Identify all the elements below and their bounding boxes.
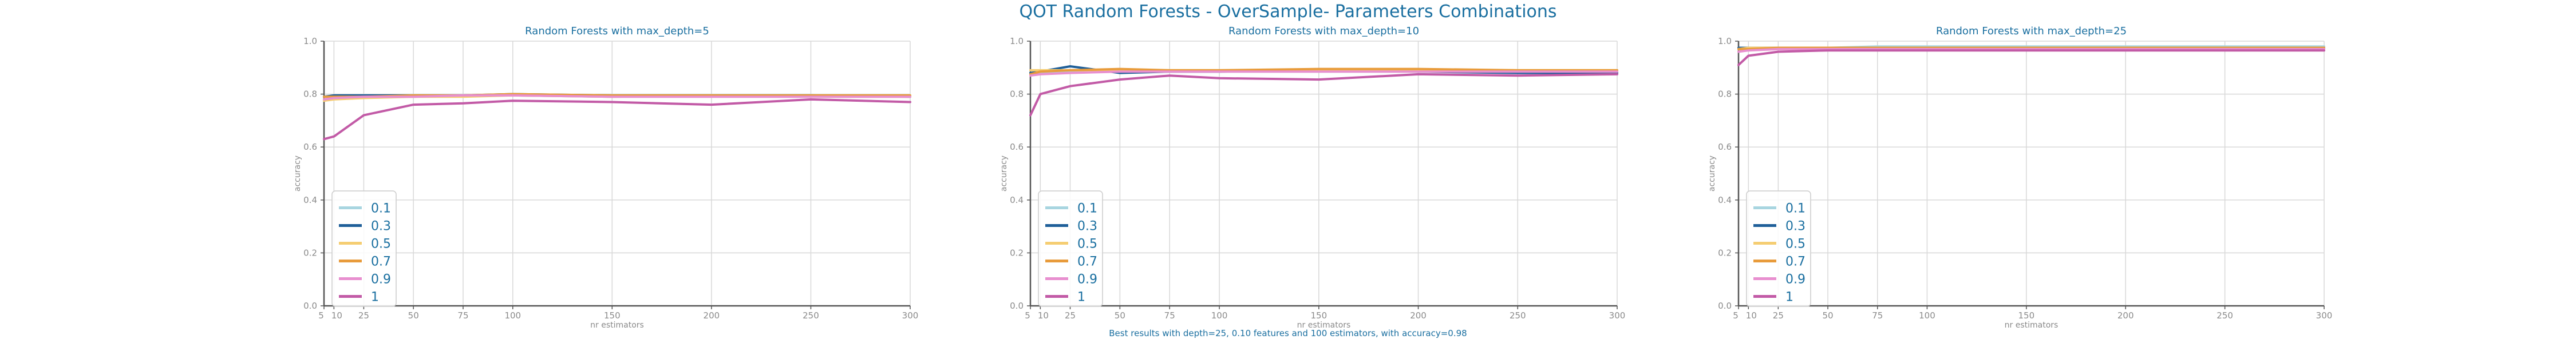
legend-label: 1: [371, 290, 379, 305]
series-line-1: [1029, 73, 1618, 117]
legend-label: 1: [1077, 290, 1085, 305]
x-tick-label: 10: [331, 310, 342, 321]
y-tick-label: 0.6: [1010, 142, 1024, 152]
x-axis-label: nr estimators: [2005, 321, 2059, 330]
y-tick-label: 0.4: [303, 195, 317, 205]
x-tick-label: 75: [1164, 310, 1175, 321]
legend-label: 0.5: [371, 237, 391, 252]
series-line-1: [323, 98, 911, 141]
figure-title: QOT Random Forests - OverSample- Paramet…: [1019, 2, 1556, 22]
y-tick-label: 0.2: [1718, 248, 1732, 258]
legend-label: 0.1: [1785, 202, 1805, 216]
x-tick-label: 100: [1211, 310, 1228, 321]
y-tick-label: 0.8: [303, 89, 317, 99]
y-axis-label: accuracy: [1708, 155, 1717, 192]
x-tick-label: 100: [504, 310, 521, 321]
x-tick-label: 5: [318, 310, 324, 321]
x-tick-label: 300: [1609, 310, 1626, 321]
legend: 0.1 0.3 0.5 0.7 0.9 1: [1038, 190, 1103, 307]
legend-label: 0.3: [371, 220, 391, 234]
x-tick-label: 200: [2117, 310, 2134, 321]
series-line-1: [1737, 49, 2325, 66]
subplot-title: Random Forests with max_depth=5: [525, 25, 709, 37]
legend-label: 0.1: [371, 202, 391, 216]
subplot-1: Random Forests with max_depth=5 0.0 0.2 0.4…: [293, 25, 918, 330]
x-tick-label: 150: [604, 310, 621, 321]
x-tick-label: 150: [1310, 310, 1327, 321]
y-tick-label: 0.0: [1718, 301, 1732, 311]
x-tick-label: 250: [803, 310, 819, 321]
y-axis-label: accuracy: [999, 155, 1009, 192]
best-results-note: Best results with depth=25, 0.10 feature…: [1109, 328, 1467, 338]
x-tick-label: 25: [1065, 310, 1076, 321]
x-tick-label: 250: [1510, 310, 1526, 321]
legend-label: 0.1: [1077, 202, 1097, 216]
x-tick-label: 300: [2316, 310, 2333, 321]
x-axis-label: nr estimators: [590, 321, 644, 330]
y-tick-label: 0.2: [303, 248, 317, 258]
y-tick-label: 0.0: [303, 301, 317, 311]
subplot-title: Random Forests with max_depth=25: [1936, 25, 2127, 37]
x-tick-label: 25: [1773, 310, 1784, 321]
y-tick-label: 0.6: [1718, 142, 1732, 152]
legend: 0.1 0.3 0.5 0.7 0.9 1: [1746, 190, 1811, 307]
subplot-3: Random Forests with max_depth=25 0.0 0.2 0.…: [1708, 25, 2332, 330]
x-tick-label: 50: [1823, 310, 1834, 321]
y-tick-label: 1.0: [303, 36, 317, 46]
legend: 0.1 0.3 0.5 0.7 0.9 1: [331, 190, 397, 307]
x-tick-label: 50: [1115, 310, 1125, 321]
subplot-2: Random Forests with max_depth=10 0.0 0.2 0.…: [999, 25, 1625, 330]
y-tick-label: 0.4: [1010, 195, 1024, 205]
legend-label: 0.7: [1785, 255, 1805, 269]
legend-label: 1: [1785, 290, 1793, 305]
subplots-container: Random Forests with max_depth=5 0.0 0.2 0.4…: [293, 25, 2332, 330]
y-tick-label: 0.8: [1010, 89, 1024, 99]
series-line-0_9: [1737, 47, 2325, 53]
legend-label: 0.9: [1785, 273, 1805, 287]
legend-label: 0.3: [1785, 220, 1805, 234]
subplot-title: Random Forests with max_depth=10: [1228, 25, 1419, 37]
y-tick-label: 1.0: [1010, 36, 1024, 46]
series-line-0_9: [323, 94, 911, 101]
legend-label: 0.5: [1785, 237, 1805, 252]
x-tick-label: 200: [704, 310, 720, 321]
series-line-0_7: [1737, 46, 2325, 50]
x-tick-label: 150: [2018, 310, 2035, 321]
x-tick-label: 100: [1919, 310, 1935, 321]
legend-label: 0.7: [371, 255, 391, 269]
y-tick-label: 0.8: [1718, 89, 1732, 99]
y-tick-label: 0.0: [1010, 301, 1024, 311]
legend-label: 0.3: [1077, 220, 1097, 234]
series-line-0_7: [1029, 67, 1618, 75]
x-tick-label: 75: [1872, 310, 1883, 321]
x-tick-label: 200: [1410, 310, 1427, 321]
y-tick-label: 0.6: [303, 142, 317, 152]
x-tick-label: 25: [358, 310, 369, 321]
x-tick-label: 5: [1733, 310, 1739, 321]
y-tick-label: 0.4: [1718, 195, 1732, 205]
x-tick-label: 10: [1746, 310, 1757, 321]
x-tick-label: 10: [1038, 310, 1049, 321]
legend-label: 0.7: [1077, 255, 1097, 269]
legend-label: 0.9: [1077, 273, 1097, 287]
legend-label: 0.9: [371, 273, 391, 287]
y-axis-label: accuracy: [293, 155, 302, 192]
x-axis-label: nr estimators: [1297, 321, 1351, 330]
x-tick-label: 50: [408, 310, 419, 321]
x-tick-label: 250: [2217, 310, 2233, 321]
x-tick-label: 300: [902, 310, 919, 321]
y-tick-label: 1.0: [1718, 36, 1732, 46]
x-tick-label: 5: [1025, 310, 1030, 321]
y-tick-label: 0.2: [1010, 248, 1024, 258]
series-line-0_9: [1029, 70, 1618, 77]
legend-label: 0.5: [1077, 237, 1097, 252]
x-tick-label: 75: [457, 310, 468, 321]
